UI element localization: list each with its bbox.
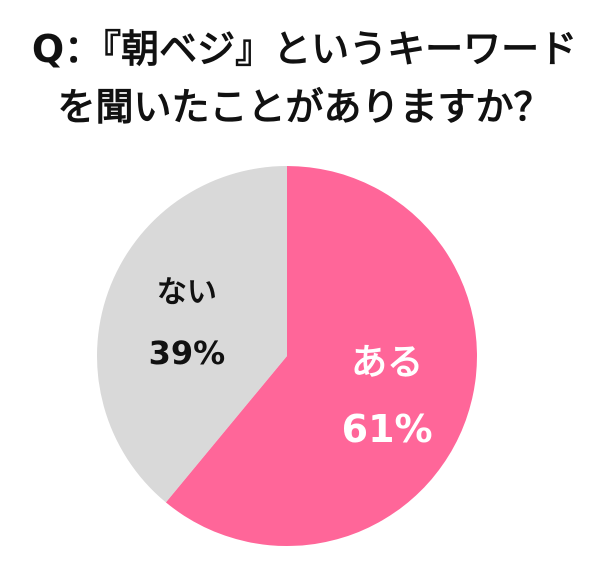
slice-value-label-0: 61% [342,407,433,451]
pie-slice-0 [165,166,478,546]
chart-title-line-1: Q：『朝ベジ』というキーワード [31,27,578,71]
chart-title: Q：『朝ベジ』というキーワード を聞いたことがありますか？ [0,20,609,136]
slice-label-0: ある [351,342,423,383]
slice-value-label-1: 39% [149,334,226,372]
pie-labels: ある 61% ない 39% [149,275,433,451]
pie-slices [96,166,478,546]
pie-slice-1 [96,166,287,503]
chart-title-line-2: を聞いたことがありますか？ [57,85,552,129]
slice-label-1: ない [157,275,217,310]
